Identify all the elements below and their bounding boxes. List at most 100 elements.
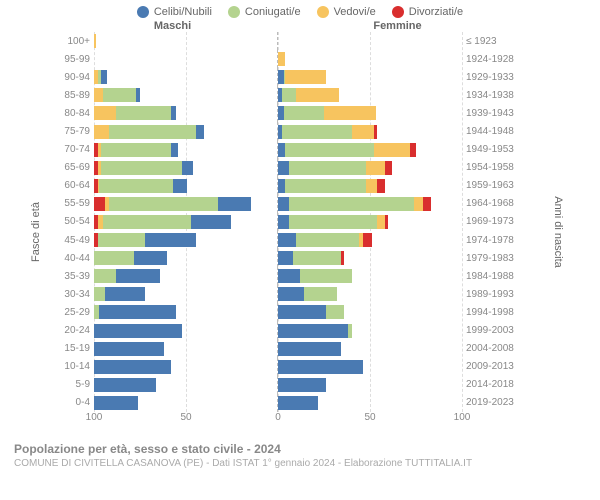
bar-segment xyxy=(109,125,197,139)
half-male xyxy=(94,340,278,358)
population-pyramid: Fasce di età Anni di nascita 100+≤ 19239… xyxy=(10,32,590,432)
half-female xyxy=(278,376,462,394)
x-tick: 100 xyxy=(454,412,471,423)
half-female xyxy=(278,358,462,376)
x-tick: 0 xyxy=(275,412,281,423)
bar-segment xyxy=(341,251,345,265)
bar-segment xyxy=(352,125,374,139)
legend-dot xyxy=(392,6,404,18)
age-row: 80-841939-1943 xyxy=(58,104,522,122)
age-label: 15-19 xyxy=(58,343,94,354)
half-female xyxy=(278,122,462,140)
half-female xyxy=(278,322,462,340)
bar-area xyxy=(94,340,462,358)
bar-segment xyxy=(278,143,285,157)
half-female xyxy=(278,104,462,122)
y-axis-label-left: Fasce di età xyxy=(30,202,42,262)
bar-segment xyxy=(324,106,376,120)
half-male xyxy=(94,104,278,122)
bar-stack-left xyxy=(94,287,277,301)
bar-area xyxy=(94,50,462,68)
bar-segment xyxy=(94,342,164,356)
bar-segment xyxy=(103,215,191,229)
age-label: 85-89 xyxy=(58,90,94,101)
bar-segment xyxy=(94,378,156,392)
half-male xyxy=(94,195,278,213)
half-male xyxy=(94,231,278,249)
bar-segment xyxy=(296,233,359,247)
bar-segment xyxy=(94,287,105,301)
bar-segment xyxy=(136,88,140,102)
bar-segment xyxy=(414,197,423,211)
bar-segment xyxy=(171,106,176,120)
half-male xyxy=(94,249,278,267)
bar-area xyxy=(94,86,462,104)
bar-segment xyxy=(94,324,182,338)
bar-area xyxy=(94,177,462,195)
bar-area xyxy=(94,68,462,86)
bar-stack-right xyxy=(278,197,462,211)
bar-segment xyxy=(278,396,318,410)
half-male xyxy=(94,285,278,303)
birth-year-label: 1989-1993 xyxy=(462,289,522,300)
half-female xyxy=(278,195,462,213)
bar-segment xyxy=(98,233,146,247)
age-label: 35-39 xyxy=(58,271,94,282)
age-row: 35-39 1984-1988 xyxy=(58,267,522,285)
age-label: 75-79 xyxy=(58,126,94,137)
bar-segment xyxy=(282,88,297,102)
birth-year-label: 2019-2023 xyxy=(462,397,522,408)
bar-segment xyxy=(326,305,344,319)
half-female xyxy=(278,177,462,195)
bar-area xyxy=(94,285,462,303)
age-label: 65-69 xyxy=(58,162,94,173)
bar-segment xyxy=(278,179,285,193)
age-label: 70-74 xyxy=(58,144,94,155)
y-axis-label-right: Anni di nascita xyxy=(552,196,564,268)
bar-segment xyxy=(134,251,167,265)
bar-segment xyxy=(278,251,293,265)
bar-segment xyxy=(289,215,377,229)
half-female xyxy=(278,159,462,177)
bar-segment xyxy=(348,324,352,338)
bar-stack-right xyxy=(278,378,462,392)
bar-segment xyxy=(285,179,366,193)
bar-stack-left xyxy=(94,88,277,102)
gender-right: Femmine xyxy=(285,20,570,32)
bar-segment xyxy=(278,378,326,392)
birth-year-label: 1964-1968 xyxy=(462,198,522,209)
age-label: 50-54 xyxy=(58,216,94,227)
bar-stack-left xyxy=(94,34,277,48)
bar-segment xyxy=(94,34,96,48)
bar-segment xyxy=(101,161,182,175)
bar-stack-right xyxy=(278,143,462,157)
bar-stack-left xyxy=(94,269,277,283)
half-female xyxy=(278,50,462,68)
bar-segment xyxy=(385,215,389,229)
half-female xyxy=(278,303,462,321)
birth-year-label: 1944-1948 xyxy=(462,126,522,137)
bar-segment xyxy=(196,125,203,139)
bar-stack-right xyxy=(278,360,462,374)
half-male xyxy=(94,50,278,68)
legend: Celibi/NubiliConiugati/eVedovi/eDivorzia… xyxy=(0,0,600,20)
bar-segment xyxy=(304,287,337,301)
half-female xyxy=(278,86,462,104)
bar-segment xyxy=(363,233,372,247)
bar-stack-left xyxy=(94,143,277,157)
bar-segment xyxy=(366,179,377,193)
bar-segment xyxy=(285,143,373,157)
bar-segment xyxy=(278,360,363,374)
bar-area xyxy=(94,322,462,340)
birth-year-label: 1984-1988 xyxy=(462,271,522,282)
bar-stack-right xyxy=(278,179,462,193)
x-axis: 10050050100 xyxy=(94,412,462,432)
bar-stack-left xyxy=(94,125,277,139)
bar-stack-right xyxy=(278,215,462,229)
birth-year-label: 1979-1983 xyxy=(462,253,522,264)
bar-segment xyxy=(278,269,300,283)
bar-segment xyxy=(105,287,145,301)
bar-stack-right xyxy=(278,70,462,84)
age-label: 95-99 xyxy=(58,54,94,65)
bar-segment xyxy=(218,197,251,211)
